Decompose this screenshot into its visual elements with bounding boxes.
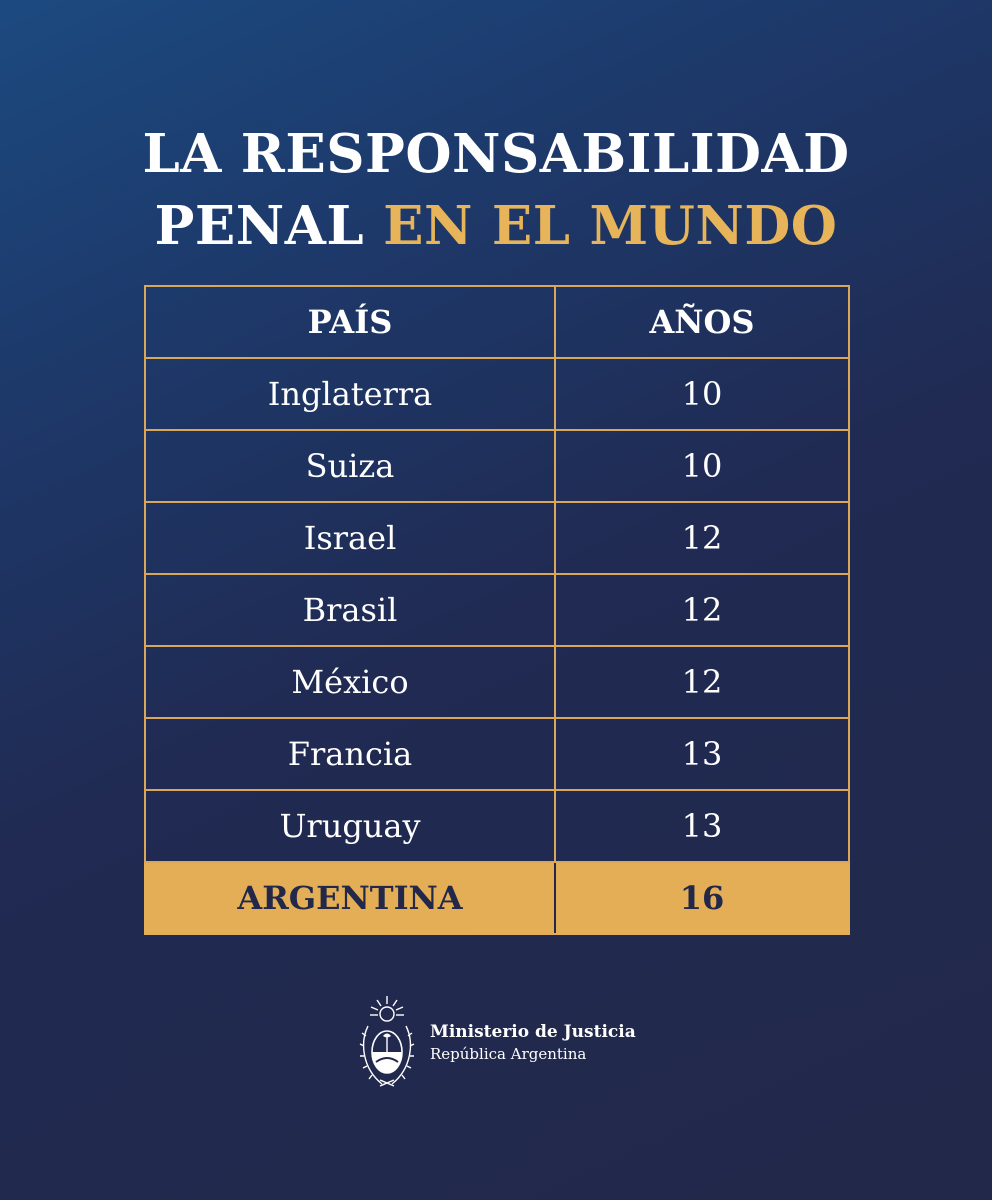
- country-cell: Francia: [144, 717, 556, 791]
- table-row: Inglaterra 10: [144, 357, 850, 431]
- age-table: PAÍS AÑOS Inglaterra 10 Suiza 10 Israel …: [144, 285, 850, 935]
- years-cell: 12: [554, 645, 850, 719]
- ministry-text: Ministerio de Justicia República Argenti…: [430, 1021, 636, 1065]
- years-cell: 13: [554, 789, 850, 863]
- column-header-years: AÑOS: [554, 285, 850, 359]
- highlighted-years-cell: 16: [554, 861, 850, 935]
- title-line-1: LA RESPONSABILIDAD: [142, 123, 850, 185]
- table-row: México 12: [144, 645, 850, 719]
- table-row: Francia 13: [144, 717, 850, 791]
- country-cell: México: [144, 645, 556, 719]
- title-accent-part: EN EL MUNDO: [383, 195, 838, 257]
- table-row: Israel 12: [144, 501, 850, 575]
- years-cell: 10: [554, 429, 850, 503]
- argentina-coat-of-arms-icon: [359, 996, 415, 1087]
- page-title: LA RESPONSABILIDAD PENAL EN EL MUNDO: [0, 118, 992, 262]
- title-line-2: PENAL EN EL MUNDO: [0, 190, 992, 262]
- highlighted-table-row: ARGENTINA 16: [144, 861, 850, 935]
- table-row: Uruguay 13: [144, 789, 850, 863]
- country-cell: Israel: [144, 501, 556, 575]
- country-cell: Suiza: [144, 429, 556, 503]
- country-name: República Argentina: [430, 1045, 587, 1063]
- years-cell: 12: [554, 501, 850, 575]
- column-header-country: PAÍS: [144, 285, 556, 359]
- table-row: Suiza 10: [144, 429, 850, 503]
- years-cell: 13: [554, 717, 850, 791]
- ministry-footer: Ministerio de Justicia República Argenti…: [358, 990, 636, 1096]
- country-cell: Brasil: [144, 573, 556, 647]
- country-cell: Inglaterra: [144, 357, 556, 431]
- years-cell: 10: [554, 357, 850, 431]
- table-row: Brasil 12: [144, 573, 850, 647]
- title-white-part: PENAL: [154, 195, 384, 257]
- highlighted-country-cell: ARGENTINA: [144, 861, 556, 935]
- table-header-row: PAÍS AÑOS: [144, 285, 850, 359]
- country-cell: Uruguay: [144, 789, 556, 863]
- ministry-name: Ministerio de Justicia: [430, 1022, 636, 1042]
- years-cell: 12: [554, 573, 850, 647]
